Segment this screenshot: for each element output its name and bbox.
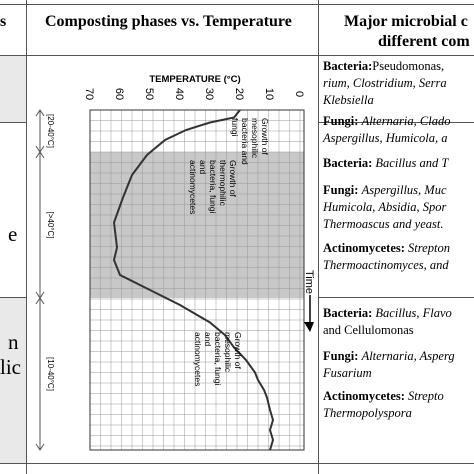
time-label: Time xyxy=(303,270,314,294)
table-bottom-border xyxy=(0,463,474,464)
row3-actino-label: Actinomycetes: xyxy=(323,389,405,403)
temperature-line xyxy=(112,109,275,451)
row2-actino-label: Actinomycetes: xyxy=(323,241,405,255)
row1-bacteria-text3: Klebsiella xyxy=(323,93,374,107)
phase-label-line: mesophilic xyxy=(250,118,260,159)
header-right-line2: different com xyxy=(378,33,470,50)
col2-border xyxy=(318,0,319,474)
left-row3-line1: n xyxy=(8,330,19,354)
row3-bacteria-text1: Bacillus, Flavo xyxy=(375,306,452,320)
row1-fungi-text2: Aspergillus, Humicola, a xyxy=(323,131,448,145)
row1-fungi-label: Fungi: xyxy=(323,114,359,128)
phase-label-line: and xyxy=(203,332,213,346)
row3-actino-text1: Strepto xyxy=(408,389,444,403)
x-axis-label: TEMPERATURE (°C) xyxy=(149,74,240,85)
row2-bacteria-text1: Bacillus and T xyxy=(375,156,449,170)
x-tick-label: 40 xyxy=(173,88,185,100)
row3-bacteria-text2: and Cellulomonas xyxy=(323,323,414,337)
header-left: s xyxy=(0,13,7,30)
x-tick-label: 60 xyxy=(113,88,125,100)
row1-bottom-border xyxy=(0,122,26,123)
phase-arrow-top xyxy=(35,297,45,305)
phase-label-line: and xyxy=(198,160,208,174)
row3-fungi: Fungi: Alternaria, Asperg Fusarium xyxy=(323,348,455,382)
header-middle: Composting phases vs. Temperature xyxy=(45,13,292,30)
col1-border xyxy=(26,0,27,474)
row1-bacteria: Bacteria:Pseudomonas, rium, Clostridium,… xyxy=(323,58,447,109)
phase-label-line: mesophilic xyxy=(223,332,233,373)
row1-bacteria-text1: Pseudomonas, xyxy=(372,59,445,73)
plot-frame xyxy=(89,109,305,451)
x-tick-label: 20 xyxy=(233,88,245,100)
x-tick-label: 70 xyxy=(83,88,95,100)
header-right-line1: Major microbial c xyxy=(344,13,468,30)
time-arrowhead xyxy=(304,322,314,332)
row2-actino-text2: Thermoactinomyces, and xyxy=(323,258,449,272)
phase-label-line: Growth of xyxy=(260,118,270,155)
header-bottom-border xyxy=(0,55,474,56)
phase-label-line: thermophilic xyxy=(218,160,228,207)
x-tick-label: 0 xyxy=(293,91,305,97)
row2-bottom-border xyxy=(0,297,26,298)
row1-fungi: Fungi: Alternaria, Clado Aspergillus, Hu… xyxy=(323,113,450,147)
row2-fungi-text2: Humicola, Absidia, Spor xyxy=(323,200,447,214)
row2-bacteria: Bacteria: Bacillus and T xyxy=(323,155,448,172)
phase-label-line: actinomycetes xyxy=(193,332,203,386)
left-row2-text: e xyxy=(8,222,18,246)
row3-fungi-text1: Alternaria, Asperg xyxy=(361,349,455,363)
phase-arrow-top xyxy=(35,151,45,159)
x-tick-label: 30 xyxy=(203,88,215,100)
row2-bottom-border-right xyxy=(318,297,474,298)
phase-label-line: Growth of xyxy=(233,332,243,369)
row3-fungi-text2: Fusarium xyxy=(323,366,372,380)
row3-actino: Actinomycetes: Strepto Thermopolyspora xyxy=(323,388,444,422)
row3-bacteria-label: Bacteria: xyxy=(323,306,373,320)
row1-bacteria-text2: rium, Clostridium, Serra xyxy=(323,76,447,90)
row2-fungi-text3: Thermoascus and yeast. xyxy=(323,217,444,231)
phase-arrow-bottom xyxy=(35,443,45,451)
row2-fungi-label: Fungi: xyxy=(323,183,359,197)
temperature-chart: TEMPERATURE (°C) 0 10 20 30 40 50 60 70 [20-40°C]… xyxy=(35,74,314,451)
row2-fungi: Fungi: Aspergillus, Muc Humicola, Absidi… xyxy=(323,182,447,233)
left-row3-bg xyxy=(0,298,26,463)
row1-bacteria-label: Bacteria: xyxy=(323,59,373,73)
row3-fungi-label: Fungi: xyxy=(323,349,359,363)
row2-fungi-text1: Aspergillus, Muc xyxy=(361,183,447,197)
phase-label-line: bacteria and xyxy=(240,118,250,165)
phase-range-label: [>40°C] xyxy=(46,212,55,239)
row2-actino: Actinomycetes: Strepton Thermoactinomyce… xyxy=(323,240,450,274)
phase-label-line: Growth of xyxy=(228,160,238,197)
phase-range-label: [20-40°C] xyxy=(46,114,55,148)
x-tick-label: 10 xyxy=(263,88,275,100)
x-tick-label: 50 xyxy=(143,88,155,100)
row2-bacteria-label: Bacteria: xyxy=(323,156,373,170)
left-row3-line2: lic xyxy=(0,355,21,379)
left-row1-bg xyxy=(0,56,26,123)
table-top-border xyxy=(0,4,474,5)
row3-bacteria: Bacteria: Bacillus, Flavo and Cellulomon… xyxy=(323,305,452,339)
row1-fungi-text1: Alternaria, Clado xyxy=(361,114,451,128)
phase-arrow-top xyxy=(35,109,45,117)
row2-actino-text1: Strepton xyxy=(408,241,450,255)
phase-range-label: [10-40°C] xyxy=(46,357,55,391)
row3-actino-text2: Thermopolyspora xyxy=(323,406,412,420)
phase-label-line: actinomycetes xyxy=(188,160,198,214)
phase-label-line: fungi xyxy=(230,118,240,137)
phase-label-line: bacteria, fungi xyxy=(208,160,218,214)
row1-bottom-border-right xyxy=(318,122,474,123)
phase-label-line: bacteria, fungi xyxy=(213,332,223,386)
